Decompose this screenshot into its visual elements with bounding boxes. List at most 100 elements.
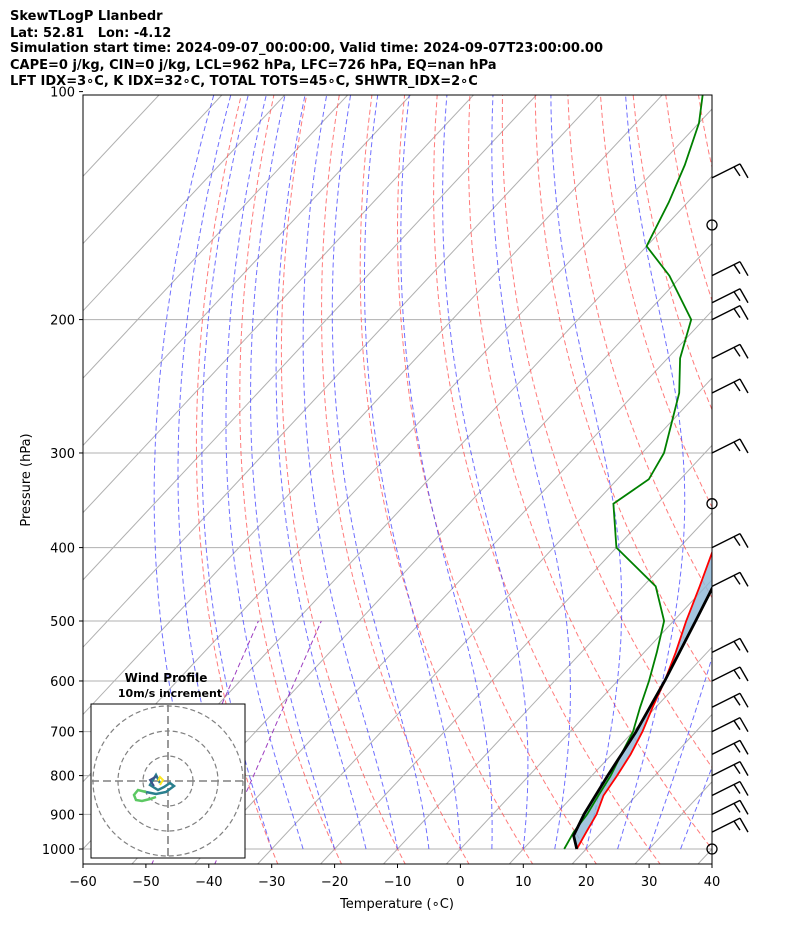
wind-barb-staff bbox=[711, 261, 741, 277]
hodograph-title: Wind Profile bbox=[125, 671, 208, 685]
dry-adiabat bbox=[763, 92, 794, 865]
hodograph-trace-mid bbox=[148, 775, 158, 787]
dry-adiabat bbox=[599, 95, 712, 509]
wind-barb-flag bbox=[739, 761, 749, 776]
moist-adiabat bbox=[400, 95, 493, 849]
wind-barb-staff bbox=[711, 163, 741, 179]
wind-barb bbox=[711, 343, 749, 359]
plot-area bbox=[83, 92, 794, 865]
wind-barb-staff bbox=[711, 692, 741, 708]
isotherm-line bbox=[382, 511, 712, 864]
wind-barb bbox=[711, 532, 749, 549]
moist-adiabat bbox=[225, 95, 304, 850]
dry-adiabat bbox=[632, 95, 712, 411]
y-tick-label: 600 bbox=[50, 675, 75, 690]
y-tick-label: 200 bbox=[50, 314, 75, 329]
dry-adiabat bbox=[321, 95, 470, 864]
wind-barb bbox=[711, 571, 749, 587]
isotherm-line bbox=[445, 579, 712, 864]
chart-title-line-1: SkewTLogP Llanbedr bbox=[10, 9, 163, 24]
wind-barb bbox=[711, 637, 749, 653]
wind-barb-flag bbox=[739, 533, 749, 548]
y-tick-label: 900 bbox=[50, 808, 75, 823]
dry-adiabat bbox=[467, 95, 712, 850]
moist-adiabat bbox=[331, 95, 430, 850]
wind-barb bbox=[711, 261, 749, 277]
moist-adiabat bbox=[617, 95, 686, 850]
x-tick-label: −10 bbox=[384, 875, 411, 890]
dewpoint-profile bbox=[563, 95, 704, 850]
wind-barb bbox=[711, 378, 749, 394]
wind-barb-flag bbox=[739, 438, 749, 454]
wind-barb-flag bbox=[733, 742, 741, 753]
moist-adiabat bbox=[177, 95, 241, 850]
hodograph-trace-high bbox=[132, 788, 157, 803]
isotherm-line bbox=[194, 310, 712, 864]
isotherm-line bbox=[83, 95, 286, 312]
isotherm-line bbox=[83, 95, 412, 447]
x-tick-label: −20 bbox=[321, 875, 348, 890]
hodograph-trace-low bbox=[145, 772, 177, 796]
wind-barb-flag bbox=[733, 441, 741, 452]
isotherm-line bbox=[508, 646, 712, 864]
moist-adiabat bbox=[364, 95, 461, 850]
wind-barb-staff bbox=[711, 571, 741, 587]
x-tick-label: 40 bbox=[704, 875, 721, 890]
isotherm-line bbox=[83, 95, 223, 245]
wind-barb-staff bbox=[711, 817, 741, 833]
wind-barb bbox=[711, 666, 749, 682]
x-tick-label: 20 bbox=[578, 875, 595, 890]
x-tick-label: 0 bbox=[456, 875, 464, 890]
isotherm-line bbox=[83, 95, 538, 581]
wind-barb-flag bbox=[733, 264, 741, 275]
wind-barb-staff bbox=[711, 717, 741, 733]
wind-barb-flag bbox=[733, 291, 741, 302]
wind-barb bbox=[711, 288, 749, 304]
isotherm-line bbox=[83, 95, 663, 716]
wind-barb-flag bbox=[733, 536, 741, 546]
moist-adiabat bbox=[201, 95, 273, 850]
isotherm-line bbox=[131, 242, 712, 864]
y-tick-label: 400 bbox=[50, 542, 75, 557]
wind-barb bbox=[711, 799, 749, 815]
wind-barb-flag bbox=[739, 638, 749, 653]
wind-barb-flag bbox=[739, 666, 749, 682]
dry-adiabat bbox=[433, 95, 661, 864]
isotherm-line bbox=[83, 95, 475, 514]
moist-adiabat bbox=[153, 95, 215, 850]
y-tick-label: 500 bbox=[50, 615, 75, 630]
wind-barb bbox=[711, 817, 749, 833]
wind-barb-flag bbox=[739, 717, 749, 733]
wind-barb-staff bbox=[711, 780, 741, 797]
wind-barb-flag bbox=[739, 781, 749, 796]
wind-barb-staff bbox=[711, 637, 741, 653]
y-tick-label: 300 bbox=[50, 447, 75, 462]
wind-barb-flag bbox=[733, 308, 741, 318]
wind-barb-staff bbox=[711, 378, 741, 394]
wind-barb-flag bbox=[739, 163, 749, 179]
chart-title-line-2: Lat: 52.81 Lon: -4.12 bbox=[10, 26, 172, 41]
dry-adiabat bbox=[731, 92, 794, 865]
isotherm-line bbox=[571, 713, 712, 864]
hodograph-inset: Wind Profile 10m/s increment bbox=[90, 671, 246, 859]
wind-barb-flag bbox=[733, 820, 741, 831]
wind-barb bbox=[711, 163, 749, 179]
wind-barb-flag bbox=[739, 571, 749, 587]
wind-barb-flag bbox=[739, 817, 749, 833]
wind-barb-flag bbox=[739, 261, 749, 277]
moist-adiabat bbox=[711, 847, 712, 849]
y-tick-label: 100 bbox=[50, 86, 75, 101]
moist-adiabat bbox=[550, 95, 623, 850]
x-tick-label: −40 bbox=[195, 875, 222, 890]
wind-barb-staff bbox=[711, 438, 741, 454]
x-tick-label: 10 bbox=[515, 875, 532, 890]
wind-barb-flag bbox=[733, 166, 741, 177]
wind-barb-flag bbox=[739, 740, 749, 755]
wind-barb-flag bbox=[733, 669, 741, 680]
x-tick-label: −50 bbox=[132, 875, 159, 890]
dry-adiabat bbox=[396, 95, 598, 864]
wind-barb-staff bbox=[711, 304, 741, 321]
dry-adiabat bbox=[501, 95, 712, 769]
wind-barb-staff bbox=[711, 532, 741, 549]
